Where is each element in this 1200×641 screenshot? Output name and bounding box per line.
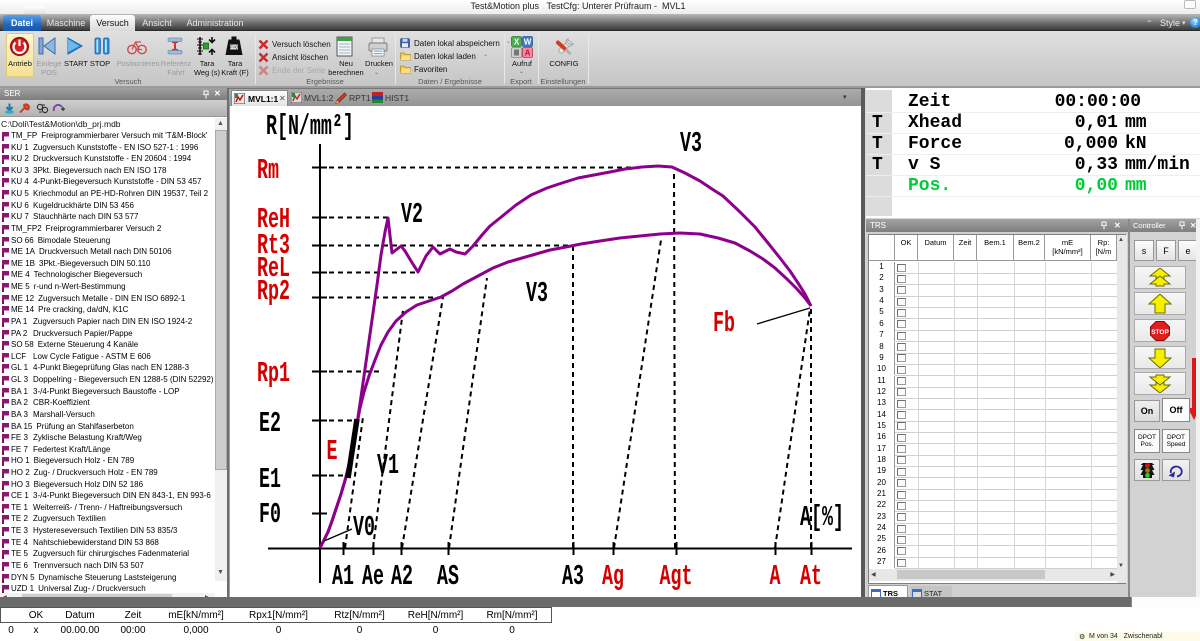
svg-text:Rp1: Rp1 (257, 358, 290, 390)
svg-text:V3: V3 (526, 278, 548, 310)
svg-text:A[%]: A[%] (800, 502, 844, 534)
svg-text:AS: AS (437, 561, 459, 593)
svg-text:A1: A1 (332, 561, 354, 593)
svg-text:F0: F0 (259, 499, 281, 531)
svg-text:Agt: Agt (660, 561, 693, 593)
svg-text:F=0: F=0 (230, 45, 238, 50)
svg-text:E2: E2 (259, 408, 281, 440)
svg-text:A: A (770, 561, 782, 593)
svg-text:Ae: Ae (362, 561, 384, 593)
svg-text:V2: V2 (401, 199, 423, 231)
svg-text:Fb: Fb (713, 308, 735, 340)
svg-text:A3: A3 (562, 561, 584, 593)
svg-text:Rp2: Rp2 (257, 276, 290, 308)
svg-text:E1: E1 (259, 464, 281, 496)
svg-text:V1: V1 (377, 450, 399, 482)
svg-text:STOP: STOP (1151, 329, 1169, 336)
svg-text:At: At (800, 561, 822, 593)
svg-text:X: X (514, 38, 520, 47)
svg-text:V3: V3 (680, 128, 702, 160)
svg-text:A2: A2 (391, 561, 413, 593)
svg-text:V0: V0 (353, 512, 375, 544)
svg-text:ReH: ReH (257, 204, 290, 236)
svg-text:Rt3: Rt3 (257, 230, 290, 262)
svg-text:A: A (525, 49, 531, 58)
svg-text:E: E (327, 436, 338, 468)
svg-text:R[N/mm²]: R[N/mm²] (266, 111, 354, 143)
svg-text:Ag: Ag (602, 561, 624, 593)
svg-text:Rm: Rm (257, 155, 279, 187)
svg-text:W: W (524, 38, 532, 47)
svg-text:ReL: ReL (257, 253, 290, 285)
